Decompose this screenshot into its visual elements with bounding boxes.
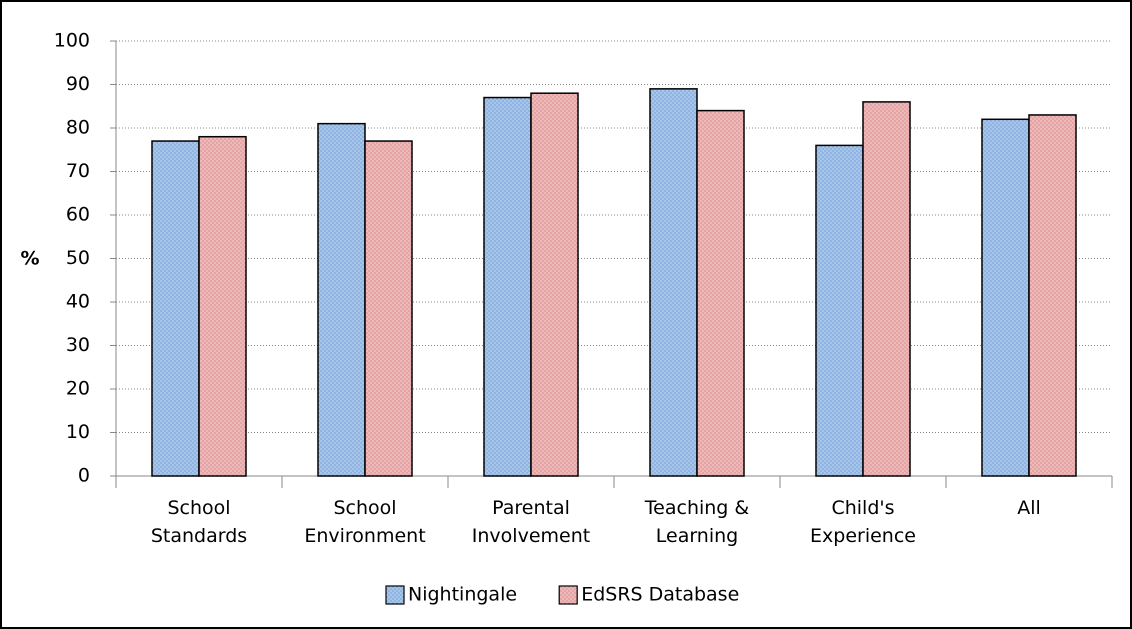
y-tick-label: 50	[66, 247, 90, 269]
x-tick-label: School Standards	[151, 497, 247, 547]
y-tick-label: 80	[66, 117, 90, 139]
legend-label: Nightingale	[408, 584, 517, 606]
bar	[483, 96, 532, 477]
y-tick-label: 0	[78, 465, 90, 487]
bar	[1028, 114, 1077, 477]
bar	[696, 109, 745, 477]
legend-swatch	[558, 585, 578, 605]
bar	[364, 140, 413, 477]
y-tick-label: 20	[66, 378, 90, 400]
bar	[198, 135, 247, 477]
x-tick-label: School Environment	[304, 497, 425, 547]
y-tick-label: 60	[66, 204, 90, 226]
y-tick-label: 10	[66, 421, 90, 443]
bar	[862, 101, 911, 477]
bar	[815, 144, 864, 477]
y-tick-label: 90	[66, 73, 90, 95]
bar	[649, 88, 698, 477]
y-tick-label: 40	[66, 291, 90, 313]
y-tick-label: 70	[66, 160, 90, 182]
x-tick-label: Teaching & Learning	[644, 497, 750, 547]
bar	[530, 92, 579, 477]
y-axis-label: %	[20, 248, 39, 270]
legend-label: EdSRS Database	[581, 584, 739, 606]
bar	[317, 122, 366, 477]
x-tick-label: Parental Involvement	[472, 497, 590, 547]
legend-swatch	[385, 585, 405, 605]
x-tick-label: All	[1017, 497, 1041, 519]
x-tick-label: Child's Experience	[810, 497, 916, 547]
bar	[151, 140, 200, 477]
y-tick-label: 30	[66, 334, 90, 356]
y-tick-label: 100	[54, 30, 90, 52]
bar	[981, 118, 1030, 477]
